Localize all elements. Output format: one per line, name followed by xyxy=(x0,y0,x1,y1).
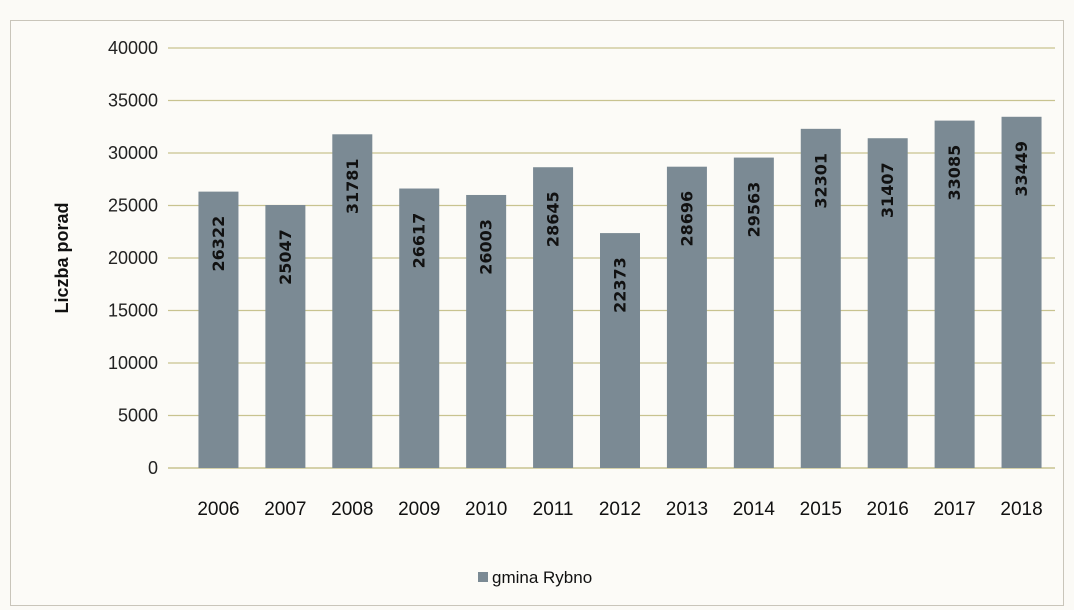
y-tick-label: 15000 xyxy=(108,301,158,321)
y-tick-label: 30000 xyxy=(108,143,158,163)
legend-entry-gmina-rybno: gmina Rybno xyxy=(492,568,592,587)
bar-2011 xyxy=(533,167,574,469)
bar-2010 xyxy=(466,194,507,468)
bar-data-label: 22373 xyxy=(611,257,630,313)
bar-data-label: 31407 xyxy=(878,162,897,218)
bars xyxy=(198,116,1042,469)
bar-data-label: 28696 xyxy=(677,191,696,247)
bar-2017 xyxy=(934,120,975,469)
bar-2012 xyxy=(600,233,640,468)
x-tick-label: 2015 xyxy=(800,499,842,520)
x-tick-label: 2016 xyxy=(867,499,909,520)
y-tick-label: 10000 xyxy=(108,353,158,373)
x-tick-label: 2009 xyxy=(398,499,440,520)
x-tick-label: 2017 xyxy=(933,499,975,520)
bar-data-label: 32301 xyxy=(811,153,830,209)
x-tick-label: 2014 xyxy=(733,499,776,520)
bar-2013 xyxy=(666,166,707,468)
bar-data-label: 26003 xyxy=(477,219,496,275)
y-tick-label: 20000 xyxy=(108,248,158,268)
bar-data-label: 29563 xyxy=(744,182,763,238)
x-tick-label: 2007 xyxy=(264,499,306,520)
bar-2009 xyxy=(399,188,440,469)
bar-data-label: 28645 xyxy=(544,191,563,247)
x-tick-label: 2008 xyxy=(331,499,373,520)
bar-2007 xyxy=(265,205,306,468)
x-tick-label: 2010 xyxy=(465,499,507,520)
x-axis-ticks: 2006 2007 2008 2009 2010 2011 2012 2013 2014 2015… xyxy=(197,499,1042,520)
bar-data-label: 33085 xyxy=(945,145,964,201)
bar-2008 xyxy=(332,134,373,468)
x-tick-label: 2011 xyxy=(533,499,574,520)
y-axis-ticks: 0 5000 10000 15000 20000 25000 30000 35000 40000 xyxy=(108,38,158,478)
x-tick-label: 2006 xyxy=(197,499,239,520)
x-tick-label: 2012 xyxy=(599,499,641,520)
bar-data-label: 26617 xyxy=(410,213,429,269)
bar-2018 xyxy=(1001,116,1042,469)
bar-2006 xyxy=(198,191,239,468)
y-tick-label: 0 xyxy=(148,458,158,478)
x-tick-label: 2013 xyxy=(666,499,708,520)
bar-data-label: 31781 xyxy=(343,158,362,214)
bar-data-label: 26322 xyxy=(209,216,228,272)
bar-2014 xyxy=(733,157,774,468)
y-tick-label: 5000 xyxy=(118,406,158,426)
bar-2016 xyxy=(867,138,908,468)
bar-data-label: 25047 xyxy=(276,229,295,285)
legend: gmina Rybno xyxy=(478,568,592,587)
y-tick-label: 35000 xyxy=(108,91,158,111)
x-tick-label: 2018 xyxy=(1000,499,1042,520)
y-tick-label: 40000 xyxy=(108,38,158,58)
bar-2015 xyxy=(800,128,841,469)
y-axis-label: Liczba porad xyxy=(52,202,72,313)
y-tick-label: 25000 xyxy=(108,196,158,216)
legend-swatch xyxy=(478,572,488,582)
bar-data-labels: 26322 25047 31781 26617 26003 28645 22373 28696… xyxy=(209,141,1031,313)
bar-data-label: 33449 xyxy=(1012,141,1031,197)
